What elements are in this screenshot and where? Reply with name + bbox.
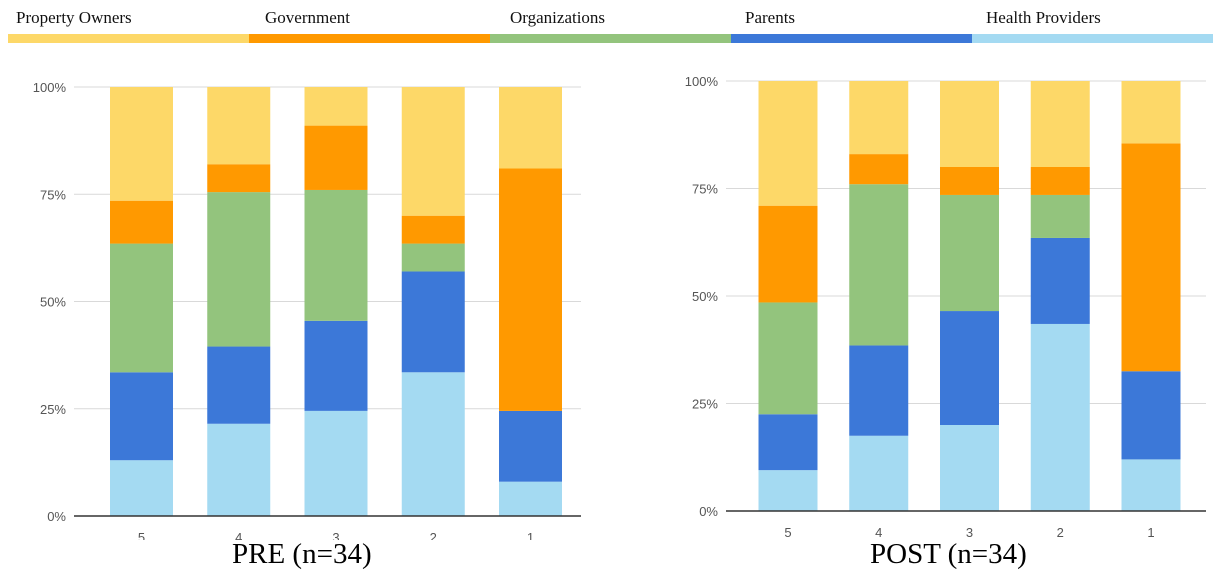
legend-label: Organizations [510, 8, 606, 27]
chart-pre: 0% 25% 50% 75% 100% 5 4 3 2 1 [33, 80, 581, 540]
bar-segment-organizations-5 [758, 302, 818, 415]
y-tick-label: 50% [692, 289, 718, 304]
bar-segment-health-providers-2 [1030, 323, 1090, 511]
bar-segment-property-owners-2 [401, 87, 465, 216]
legend-item-property-owners: Property Owners [8, 0, 249, 44]
bar-segment-parents-5 [758, 414, 818, 471]
legend-item-health-providers: Health Providers [972, 0, 1213, 44]
bar-segment-organizations-3 [304, 189, 368, 321]
legend-label: Property Owners [16, 8, 132, 27]
legend-item-organizations: Organizations [490, 0, 731, 44]
bar-segment-health-providers-2 [401, 372, 465, 516]
bar-segment-organizations-2 [1030, 194, 1090, 238]
bar-segment-health-providers-1 [1121, 459, 1181, 511]
chart-post: 0% 25% 50% 75% 100% 5 4 3 2 1 [685, 74, 1206, 540]
y-tick-label: 75% [692, 182, 718, 197]
bar-segment-property-owners-4 [849, 81, 909, 155]
x-tick-label: 5 [138, 530, 145, 540]
legend-item-government: Government [249, 0, 490, 44]
bar-segment-government-4 [207, 164, 271, 193]
bar-segment-property-owners-1 [1121, 81, 1181, 144]
bar-segment-organizations-5 [110, 243, 173, 373]
bar-segment-health-providers-3 [940, 425, 999, 511]
y-tick-label: 75% [40, 187, 66, 202]
chart-title-post: POST (n=34) [870, 538, 1027, 570]
y-tick-label: 0% [47, 509, 66, 524]
y-tick-label: 100% [33, 80, 67, 95]
bar-segment-organizations-4 [849, 184, 909, 346]
bar-segment-property-owners-2 [1030, 81, 1090, 167]
legend-label: Health Providers [986, 8, 1101, 27]
bar-segment-property-owners-5 [758, 81, 818, 206]
bar-segment-health-providers-4 [849, 435, 909, 511]
y-tick-label: 25% [692, 397, 718, 412]
y-tick-label: 100% [685, 74, 719, 89]
bar-segment-parents-2 [1030, 237, 1090, 324]
legend-swatch [8, 34, 249, 43]
bar-segment-parents-4 [207, 346, 271, 424]
bar-segment-government-5 [110, 200, 173, 244]
x-tick-label: 4 [235, 530, 242, 540]
bar-segment-property-owners-5 [110, 87, 173, 201]
bar-segment-organizations-3 [940, 194, 999, 312]
x-tick-label: 3 [966, 525, 973, 540]
bar-segment-government-3 [940, 167, 999, 195]
bar-segment-health-providers-3 [304, 410, 368, 516]
bar-segment-government-2 [401, 215, 465, 244]
bar-segment-government-4 [849, 154, 909, 185]
x-tick-label: 3 [332, 530, 339, 540]
y-tick-label: 50% [40, 295, 66, 310]
bar-segment-parents-4 [849, 345, 909, 436]
bar-segment-organizations-4 [207, 192, 271, 347]
bar-segment-health-providers-4 [207, 423, 271, 516]
x-tick-label: 1 [1147, 525, 1154, 540]
x-tick-label: 5 [784, 525, 791, 540]
bar-segment-parents-1 [1121, 371, 1181, 460]
bar-segment-property-owners-4 [207, 87, 271, 165]
legend-swatch [731, 34, 972, 43]
bar-segment-parents-1 [499, 410, 562, 482]
bar-segment-government-5 [758, 205, 818, 303]
legend-item-parents: Parents [731, 0, 972, 44]
legend-swatch [490, 34, 731, 43]
chart-title-pre: PRE (n=34) [232, 538, 372, 570]
bar-segment-property-owners-3 [940, 81, 999, 167]
bar-segment-health-providers-5 [758, 470, 818, 511]
legend-swatch [249, 34, 490, 43]
x-tick-label: 4 [875, 525, 882, 540]
bar-segment-parents-2 [401, 271, 465, 373]
y-tick-label: 25% [40, 402, 66, 417]
x-tick-label: 2 [430, 530, 437, 540]
y-tick-label: 0% [699, 504, 718, 519]
bar-segment-property-owners-1 [499, 87, 562, 169]
legend: Property Owners Government Organizations… [8, 0, 1213, 44]
bar-segment-health-providers-1 [499, 481, 562, 516]
bar-segment-health-providers-5 [110, 460, 173, 516]
bar-segment-government-1 [499, 168, 562, 411]
legend-label: Government [265, 8, 350, 27]
bar-segment-parents-5 [110, 372, 173, 461]
bar-segment-property-owners-3 [304, 87, 368, 126]
bar-segment-parents-3 [304, 320, 368, 411]
x-tick-label: 1 [527, 530, 534, 540]
bar-segment-government-1 [1121, 143, 1181, 372]
x-tick-label: 2 [1057, 525, 1064, 540]
bar-segment-government-3 [304, 125, 368, 190]
legend-swatch [972, 34, 1213, 43]
bar-segment-parents-3 [940, 311, 999, 425]
bar-segment-government-2 [1030, 167, 1090, 195]
legend-label: Parents [745, 8, 796, 27]
bar-segment-organizations-2 [401, 243, 465, 272]
